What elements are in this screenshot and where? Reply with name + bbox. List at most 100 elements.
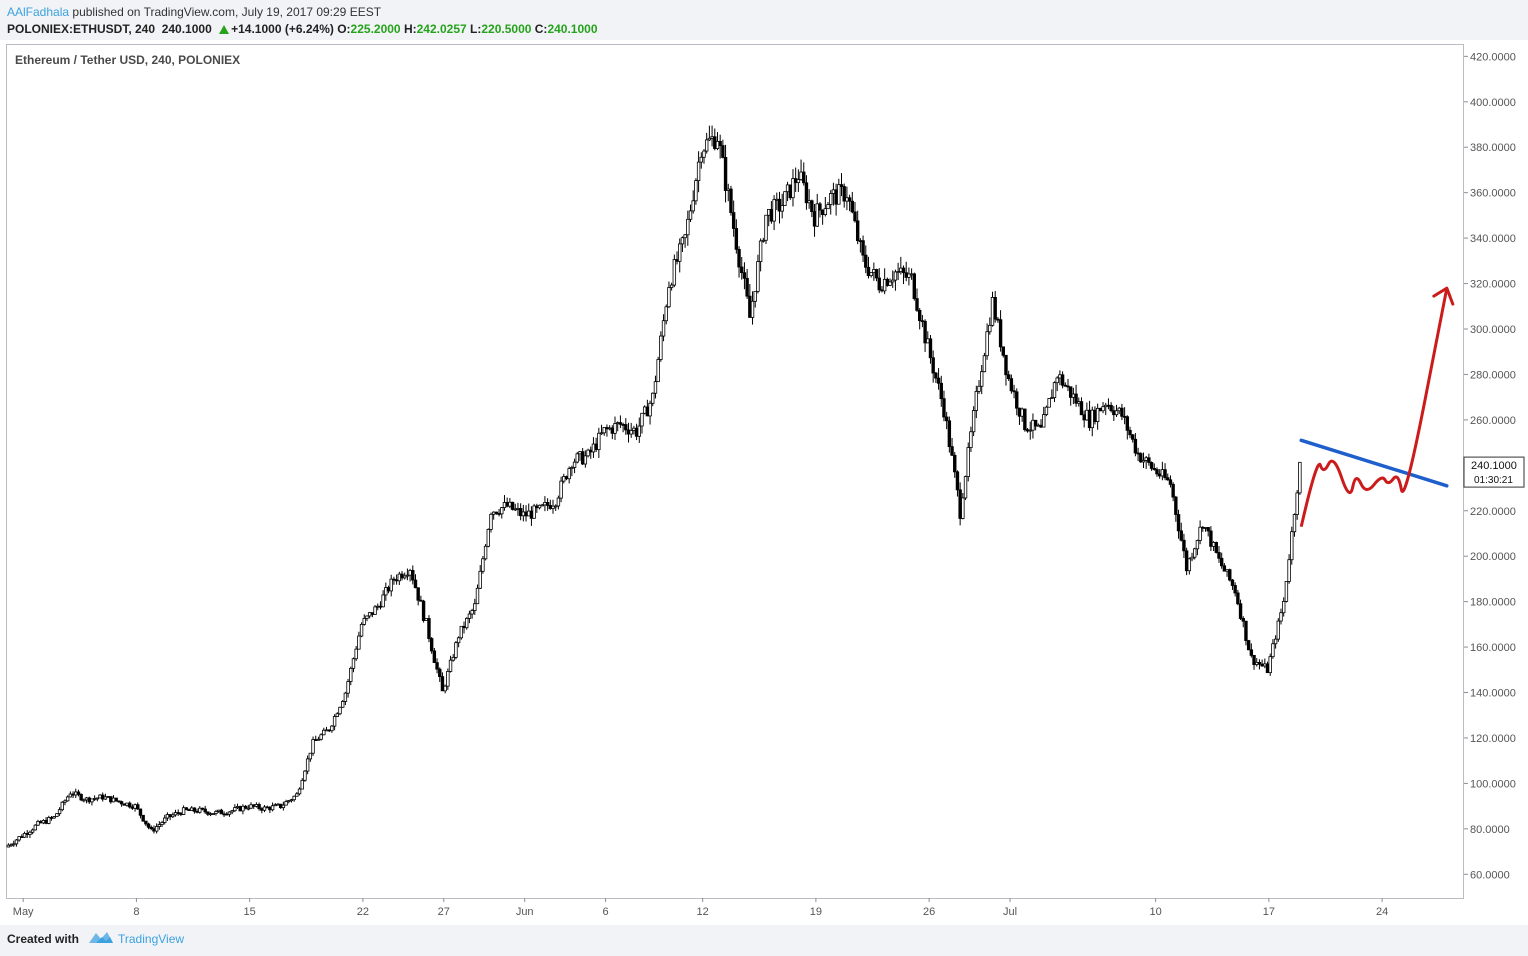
candle-body bbox=[1225, 569, 1229, 572]
candle-body bbox=[260, 808, 264, 811]
candle-body bbox=[1033, 419, 1038, 427]
candle-body bbox=[295, 793, 299, 797]
candle-body bbox=[384, 587, 388, 596]
candle-body bbox=[535, 505, 539, 509]
candle-body bbox=[357, 635, 361, 650]
candle-body bbox=[602, 427, 606, 434]
candle-body bbox=[1036, 424, 1041, 427]
candle-body bbox=[842, 186, 846, 202]
candle-body bbox=[702, 150, 706, 158]
candle-body bbox=[30, 829, 35, 833]
candle-body bbox=[553, 505, 558, 508]
candle-body bbox=[14, 839, 19, 845]
candle-body bbox=[343, 692, 348, 702]
candle-body bbox=[505, 502, 509, 507]
candle-body bbox=[276, 803, 280, 806]
candle-body bbox=[1255, 662, 1259, 665]
candle-body bbox=[529, 510, 534, 519]
candle-body bbox=[52, 816, 56, 819]
y-tick-label: 280.0000 bbox=[1470, 369, 1516, 381]
candle-body bbox=[12, 843, 16, 846]
candle-body bbox=[225, 813, 229, 816]
header-bar bbox=[0, 0, 1528, 40]
candle-body bbox=[545, 502, 550, 506]
candle-body bbox=[904, 272, 908, 278]
open-value: 225.2000 bbox=[350, 22, 401, 36]
candle-body bbox=[694, 180, 698, 202]
candle-body bbox=[101, 794, 105, 800]
candle-body bbox=[753, 290, 757, 302]
candle-body bbox=[227, 811, 232, 815]
high-label: H: bbox=[403, 22, 417, 36]
candle-body bbox=[513, 508, 517, 511]
tradingview-brand-link[interactable]: TradingView bbox=[118, 932, 185, 946]
candle-body bbox=[575, 453, 579, 463]
projection-arrowhead bbox=[1432, 286, 1455, 306]
y-tick-label: 260.0000 bbox=[1470, 415, 1516, 427]
footer-bar bbox=[0, 925, 1528, 956]
candle-body bbox=[359, 623, 364, 637]
candle-body bbox=[136, 804, 140, 810]
candle-body bbox=[985, 331, 989, 357]
candle-body bbox=[1193, 548, 1197, 558]
candle-body bbox=[79, 794, 83, 801]
candle-body bbox=[305, 758, 310, 772]
candle-body bbox=[901, 267, 906, 274]
candle-body bbox=[723, 157, 728, 191]
candle-body bbox=[327, 729, 331, 732]
candle-body bbox=[788, 184, 792, 199]
candle-body bbox=[1201, 526, 1205, 529]
candle-body bbox=[1136, 452, 1140, 455]
candle-body bbox=[872, 269, 876, 273]
candle-body bbox=[208, 813, 213, 816]
candle-body bbox=[206, 811, 210, 815]
candle-body bbox=[882, 278, 887, 292]
candle-body bbox=[149, 826, 153, 830]
candle-body bbox=[1176, 514, 1181, 532]
candle-body bbox=[934, 372, 938, 379]
price-chart[interactable]: 420.0000 400.0000 380.0000 360.0000 340.0000… bbox=[0, 0, 1528, 925]
candle-body bbox=[1144, 457, 1148, 461]
candle-body bbox=[632, 427, 636, 431]
candle-body bbox=[1198, 526, 1202, 541]
candle-body bbox=[893, 271, 898, 281]
candle-body bbox=[955, 471, 960, 491]
candle-body bbox=[381, 594, 385, 608]
candle-body bbox=[532, 505, 536, 519]
candle-body bbox=[494, 511, 499, 514]
candle-body bbox=[812, 211, 817, 227]
x-tick-label: 26 bbox=[923, 906, 935, 918]
candle-body bbox=[362, 618, 366, 625]
candle-body bbox=[1203, 527, 1208, 529]
candle-body bbox=[316, 738, 321, 741]
candle-body bbox=[669, 284, 674, 288]
candle-body bbox=[308, 752, 313, 760]
candle-body bbox=[98, 794, 102, 799]
candle-body bbox=[931, 357, 935, 374]
candle-body bbox=[915, 298, 919, 311]
candle-body bbox=[84, 797, 89, 801]
candle-body bbox=[831, 189, 836, 194]
candle-body bbox=[1131, 434, 1135, 440]
candle-body bbox=[335, 713, 339, 717]
author-link[interactable]: AAlFadhala bbox=[7, 5, 70, 19]
chart-pane[interactable] bbox=[6, 44, 1464, 899]
y-tick-label: 160.0000 bbox=[1470, 642, 1516, 654]
candle-body bbox=[1052, 382, 1057, 399]
candle-body bbox=[880, 289, 884, 292]
candle-body bbox=[829, 193, 833, 205]
candle-body bbox=[1228, 569, 1232, 581]
candle-body bbox=[303, 770, 307, 781]
candle-body bbox=[114, 797, 118, 802]
candle-body bbox=[629, 430, 633, 435]
candle-body bbox=[470, 610, 474, 615]
candle-body bbox=[540, 504, 544, 507]
candle-body bbox=[386, 587, 391, 592]
candle-body bbox=[780, 205, 784, 212]
candle-body bbox=[314, 739, 318, 741]
candle-body bbox=[1236, 592, 1240, 605]
y-tick-label: 140.0000 bbox=[1470, 688, 1516, 700]
candle-body bbox=[508, 501, 512, 507]
candle-body bbox=[446, 671, 450, 687]
candle-body bbox=[982, 355, 987, 373]
